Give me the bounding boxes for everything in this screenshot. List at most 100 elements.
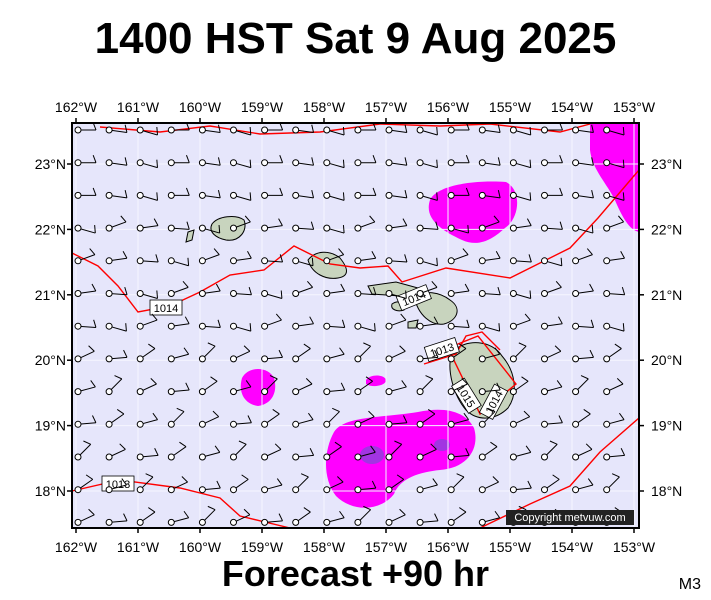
- island-oahu: [307, 251, 347, 279]
- map-border: [71, 122, 640, 529]
- wind-barb: [292, 280, 313, 297]
- wind-barb: [541, 415, 563, 428]
- wind-barb: [136, 126, 159, 136]
- wind-barb: [572, 224, 594, 234]
- wind-barb: [323, 476, 344, 494]
- wind-barb: [416, 478, 438, 494]
- wind-barb: [572, 319, 595, 330]
- wind-barb: [292, 343, 311, 363]
- wind-barb: [230, 322, 252, 332]
- wind-barb: [603, 412, 625, 428]
- wind-barb: [323, 248, 345, 265]
- wind-barb: [261, 349, 283, 363]
- wind-barb: [385, 440, 403, 461]
- wind-barb: [292, 221, 315, 232]
- wind-barb: [167, 187, 190, 199]
- wind-barb: [261, 155, 284, 167]
- wind-barb: [354, 376, 373, 396]
- wind-barb: [603, 126, 625, 136]
- wind-barb: [603, 473, 620, 494]
- wind-barb: [447, 343, 467, 363]
- wind-barb: [541, 440, 558, 461]
- wind-barb: [230, 508, 251, 526]
- wind-barb: [167, 280, 189, 297]
- wind-barb: [478, 407, 496, 428]
- wind-barb: [541, 155, 563, 167]
- wind-barb: [136, 507, 156, 526]
- wind-barb: [541, 221, 563, 232]
- wind-barb: [261, 513, 283, 526]
- wind-barb: [230, 345, 251, 363]
- wind-barb: [541, 280, 562, 297]
- wind-barb: [416, 349, 439, 363]
- wind-barb: [509, 254, 532, 265]
- wind-barb: [478, 124, 501, 134]
- wind-barb: [323, 159, 345, 169]
- rain-area-west-oahu: [240, 369, 276, 406]
- wind-barb: [416, 159, 438, 169]
- wind-barb: [74, 283, 97, 297]
- wind-barb: [261, 122, 284, 134]
- latitude-label: 21°N: [35, 287, 66, 303]
- wind-barb: [354, 342, 371, 363]
- wind-barb: [416, 443, 437, 461]
- rain-area-small: [366, 375, 386, 387]
- wind-barb: [541, 122, 563, 134]
- wind-barb: [354, 505, 371, 526]
- wind-barb: [509, 159, 532, 169]
- wind-barb: [136, 448, 159, 461]
- wind-barb: [167, 155, 190, 167]
- longitude-label: 156°W: [427, 99, 470, 115]
- wind-barb: [354, 445, 376, 461]
- wind-barb: [292, 448, 315, 461]
- wind-barb: [74, 345, 95, 363]
- wind-barb: [323, 347, 345, 363]
- wind-barb: [198, 189, 221, 199]
- wind-barb: [478, 476, 499, 494]
- wind-barb: [136, 313, 158, 330]
- wind-barb: [292, 412, 314, 428]
- wind-barb: [167, 510, 190, 526]
- wind-barb: [447, 448, 470, 461]
- wind-barb: [385, 474, 405, 494]
- longitude-label: 158°W: [303, 539, 346, 555]
- wind-barb: [136, 218, 159, 232]
- wind-barb: [198, 505, 216, 526]
- wind-barb: [74, 440, 92, 461]
- wind-barb: [416, 191, 438, 201]
- model-code: M3: [678, 576, 701, 593]
- latitude-label: 22°N: [35, 221, 66, 237]
- wind-barb: [447, 248, 469, 265]
- wind-barb: [572, 478, 594, 494]
- wind-barb: [261, 375, 278, 396]
- wind-barb: [230, 380, 252, 396]
- wind-barb: [509, 480, 532, 494]
- wind-barb: [385, 508, 406, 526]
- wind-barb: [105, 478, 127, 494]
- wind-barb: [292, 124, 315, 134]
- wind-barb: [105, 215, 127, 232]
- wind-barb: [105, 349, 128, 363]
- island-kahoolawe: [407, 319, 419, 329]
- wind-barb: [105, 286, 128, 297]
- wind-barb: [572, 283, 594, 297]
- wind-barb: [261, 443, 282, 461]
- wind-barb: [572, 375, 589, 396]
- wind-barb: [385, 218, 408, 232]
- wind-barb: [323, 191, 345, 201]
- wind-barb: [292, 507, 311, 526]
- wind-barb: [354, 410, 375, 428]
- latitude-labels-left: 23°N 22°N 21°N 20°N 19°N 18°N: [35, 156, 66, 499]
- wind-barb: [478, 251, 501, 265]
- wind-barb: [541, 187, 563, 199]
- wind-barb: [167, 122, 190, 134]
- isobar-label-text: 1014: [154, 303, 178, 315]
- wind-barb: [198, 445, 221, 461]
- wind-barb: [416, 257, 438, 267]
- wind-barb: [572, 189, 594, 199]
- wind-barb: [354, 187, 377, 199]
- wind-barb: [198, 319, 221, 330]
- wind-barb: [167, 407, 185, 428]
- wind-barb: [478, 286, 501, 297]
- wind-barb: [354, 286, 377, 297]
